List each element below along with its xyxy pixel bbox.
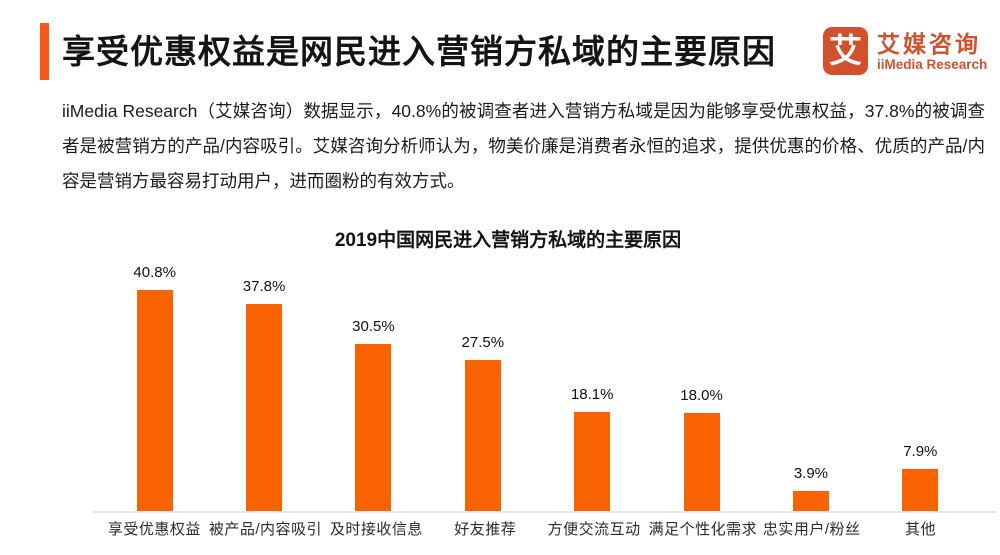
iimedia-logo-icon: 艾 (823, 27, 868, 75)
brand-logo-text: 艾媒咨询 iiMedia Research (877, 31, 987, 72)
bar-column: 30.5% (319, 264, 428, 512)
bar (355, 343, 392, 512)
bar-column: 18.1% (538, 264, 647, 512)
brand-logo: 艾 艾媒咨询 iiMedia Research (823, 27, 987, 75)
category-label: 享受优惠权益 (107, 521, 201, 538)
bar-column: 37.8% (209, 264, 318, 512)
page-title: 享受优惠权益是网民进入营销方私域的主要原因 (62, 33, 776, 70)
category-label: 满足个性化需求 (648, 521, 758, 538)
bar-column: 7.9% (866, 264, 975, 512)
brand-name-cn: 艾媒咨询 (877, 30, 981, 57)
bar-column: 3.9% (756, 264, 865, 512)
bar (792, 490, 829, 512)
bar-value-label: 30.5% (352, 317, 395, 335)
bar (902, 468, 939, 512)
chart-title: 2019中国网民进入营销方私域的主要原因 (334, 230, 682, 251)
bar (136, 290, 173, 512)
category-label: 好友推荐 (454, 521, 517, 538)
category-label: 其他 (905, 521, 937, 538)
bar-value-label: 18.1% (570, 386, 614, 404)
bar-value-label: 3.9% (793, 464, 829, 482)
bar-column: 40.8% (100, 264, 209, 512)
bar-value-label: 27.5% (461, 334, 505, 352)
bar (464, 360, 501, 512)
bar-column: 27.5% (428, 264, 537, 512)
category-label: 方便交流互动 (547, 521, 641, 538)
x-axis-line (92, 511, 997, 513)
bar-value-label: 40.8% (133, 264, 176, 281)
bar (683, 412, 720, 512)
category-label: 忠实用户/粉丝 (762, 521, 861, 538)
title-accent-bar (40, 23, 49, 80)
bar-column: 18.0% (647, 264, 756, 512)
bar-value-label: 37.8% (242, 277, 286, 295)
category-label: 及时接收信息 (329, 521, 423, 538)
bar-value-label: 7.9% (903, 442, 938, 460)
bar (246, 303, 283, 512)
category-axis: 享受优惠权益 被产品/内容吸引 及时接收信息 好友推荐 方便交流互动 满足个性化需求 忠实用… (100, 520, 975, 540)
intro-paragraph: iiMedia Research（艾媒咨询）数据显示，40.8%的被调查者进入营… (62, 101, 985, 191)
bar (574, 412, 611, 512)
bar-plot: 40.8% 37.8% 30.5% 27.5% 18.1% 18.0% 3.9% 7.9% (92, 264, 997, 513)
logo-glyph: 艾 (829, 32, 862, 69)
category-label: 被产品/内容吸引 (208, 521, 322, 538)
brand-name-en: iiMedia Research (877, 56, 988, 72)
bar-value-label: 18.0% (680, 386, 723, 404)
